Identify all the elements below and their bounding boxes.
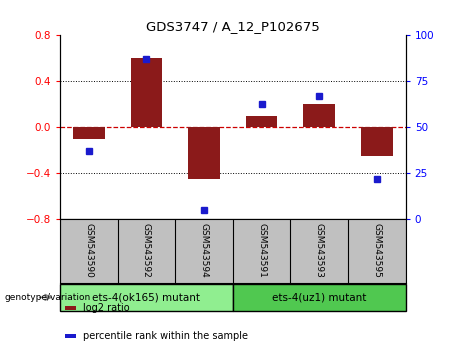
Bar <box>65 334 76 338</box>
Text: percentile rank within the sample: percentile rank within the sample <box>83 331 248 341</box>
FancyBboxPatch shape <box>233 284 406 311</box>
Text: genotype/variation: genotype/variation <box>5 293 91 302</box>
Bar <box>303 104 335 127</box>
FancyBboxPatch shape <box>60 284 233 311</box>
Bar <box>73 127 105 139</box>
Text: GSM543591: GSM543591 <box>257 223 266 278</box>
Bar <box>65 306 76 310</box>
Text: ets-4(uz1) mutant: ets-4(uz1) mutant <box>272 292 366 302</box>
Text: ets-4(ok165) mutant: ets-4(ok165) mutant <box>92 292 201 302</box>
Bar <box>130 58 162 127</box>
Text: GSM543594: GSM543594 <box>200 223 208 278</box>
Text: GSM543593: GSM543593 <box>315 223 324 278</box>
Title: GDS3747 / A_12_P102675: GDS3747 / A_12_P102675 <box>146 20 319 33</box>
Bar <box>361 127 393 156</box>
Bar <box>188 127 220 179</box>
Text: GSM543590: GSM543590 <box>84 223 93 278</box>
Bar <box>246 116 278 127</box>
Text: GSM543592: GSM543592 <box>142 223 151 278</box>
Text: log2 ratio: log2 ratio <box>83 303 130 313</box>
Text: GSM543595: GSM543595 <box>372 223 381 278</box>
